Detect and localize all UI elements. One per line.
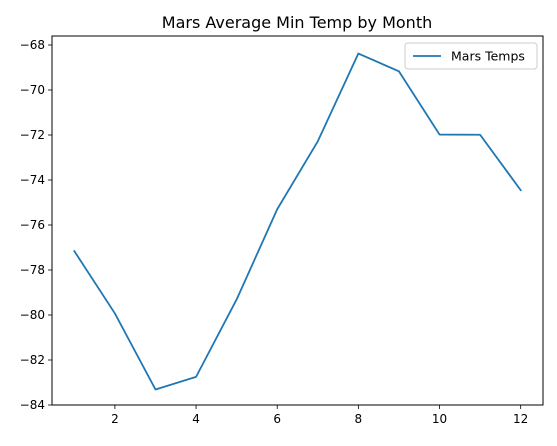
legend-label: Mars Temps [451, 49, 525, 64]
y-tick-label: −74 [20, 173, 45, 187]
chart-title: Mars Average Min Temp by Month [162, 13, 432, 32]
y-tick-label: −76 [20, 218, 45, 232]
x-tick-label: 8 [355, 412, 363, 426]
plot-frame [51, 35, 544, 406]
legend-box [404, 42, 538, 70]
y-tick-label: −78 [20, 263, 45, 277]
legend[interactable]: Mars Temps [404, 42, 538, 70]
x-tick-label: 6 [273, 412, 281, 426]
x-tick-label: 12 [513, 412, 528, 426]
y-tick-label: −84 [20, 398, 45, 412]
plot-area [51, 35, 544, 406]
x-axis: 2 4 6 8 10 12 [111, 405, 528, 426]
y-tick-label: −68 [20, 38, 45, 52]
y-tick-label: −70 [20, 83, 45, 97]
x-tick-label: 4 [192, 412, 200, 426]
y-tick-label: −82 [20, 353, 45, 367]
series-layer [73, 52, 522, 391]
y-tick-label: −80 [20, 308, 45, 322]
x-tick-label: 10 [432, 412, 447, 426]
series-line-mars-temps [73, 52, 522, 391]
y-axis: −84 −82 −80 −78 −76 −74 −72 −70 −68 [20, 38, 52, 412]
y-tick-label: −72 [20, 128, 45, 142]
x-tick-label: 2 [111, 412, 119, 426]
